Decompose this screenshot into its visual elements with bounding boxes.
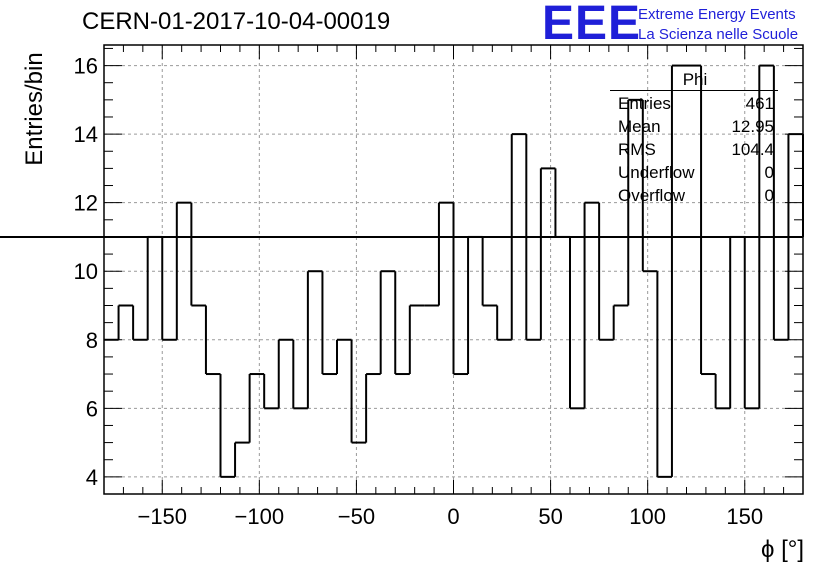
x-tick-label: −150 [137, 504, 187, 529]
y-tick-label: 12 [74, 191, 98, 216]
y-tick-label: 10 [74, 259, 98, 284]
y-tick-label: 8 [86, 328, 98, 353]
y-axis-label: Entries/bin [21, 52, 48, 166]
stats-label: Entries [618, 94, 671, 113]
y-tick-label: 6 [86, 396, 98, 421]
stats-row-overflow: Overflow 0 [618, 186, 774, 208]
x-tick-label: 150 [726, 504, 763, 529]
x-tick-label: 100 [629, 504, 666, 529]
x-tick-label: −50 [338, 504, 375, 529]
stats-row-underflow: Underflow 0 [618, 163, 774, 185]
stats-row-mean: Mean 12.95 [618, 117, 774, 139]
stats-box: Phi Entries 461 Mean 12.95 RMS 104.4 Und… [610, 66, 778, 210]
stats-label: Overflow [618, 186, 686, 205]
x-axis-label: ϕ [°] [760, 536, 804, 563]
stats-title: Phi [682, 70, 708, 89]
y-tick-label: 4 [86, 465, 98, 490]
stats-value: 461 [745, 94, 774, 113]
y-tick-label: 14 [74, 122, 98, 147]
stats-value: 104.4 [731, 140, 774, 159]
x-tick-label: 50 [538, 504, 562, 529]
logo-line1: Extreme Energy Events [638, 6, 796, 23]
x-tick-label: 0 [447, 504, 459, 529]
stats-label: Mean [618, 117, 661, 136]
y-tick-label: 16 [74, 54, 98, 79]
stats-label: Underflow [618, 163, 695, 182]
eee-logo: EEE Extreme Energy Events La Scienza nel… [542, 0, 832, 50]
x-tick-label: −100 [235, 504, 285, 529]
stats-value: 0 [764, 186, 774, 205]
stats-divider [610, 90, 778, 91]
stats-row-entries: Entries 461 [618, 94, 774, 116]
stats-row-rms: RMS 104.4 [618, 140, 774, 162]
stats-value: 0 [764, 163, 774, 182]
logo-mark: EEE [542, 0, 642, 50]
chart-title: CERN-01-2017-10-04-00019 [82, 8, 391, 35]
logo-line2: La Scienza nelle Scuole [638, 26, 799, 43]
stats-label: RMS [618, 140, 656, 159]
stats-value: 12.95 [731, 117, 774, 136]
